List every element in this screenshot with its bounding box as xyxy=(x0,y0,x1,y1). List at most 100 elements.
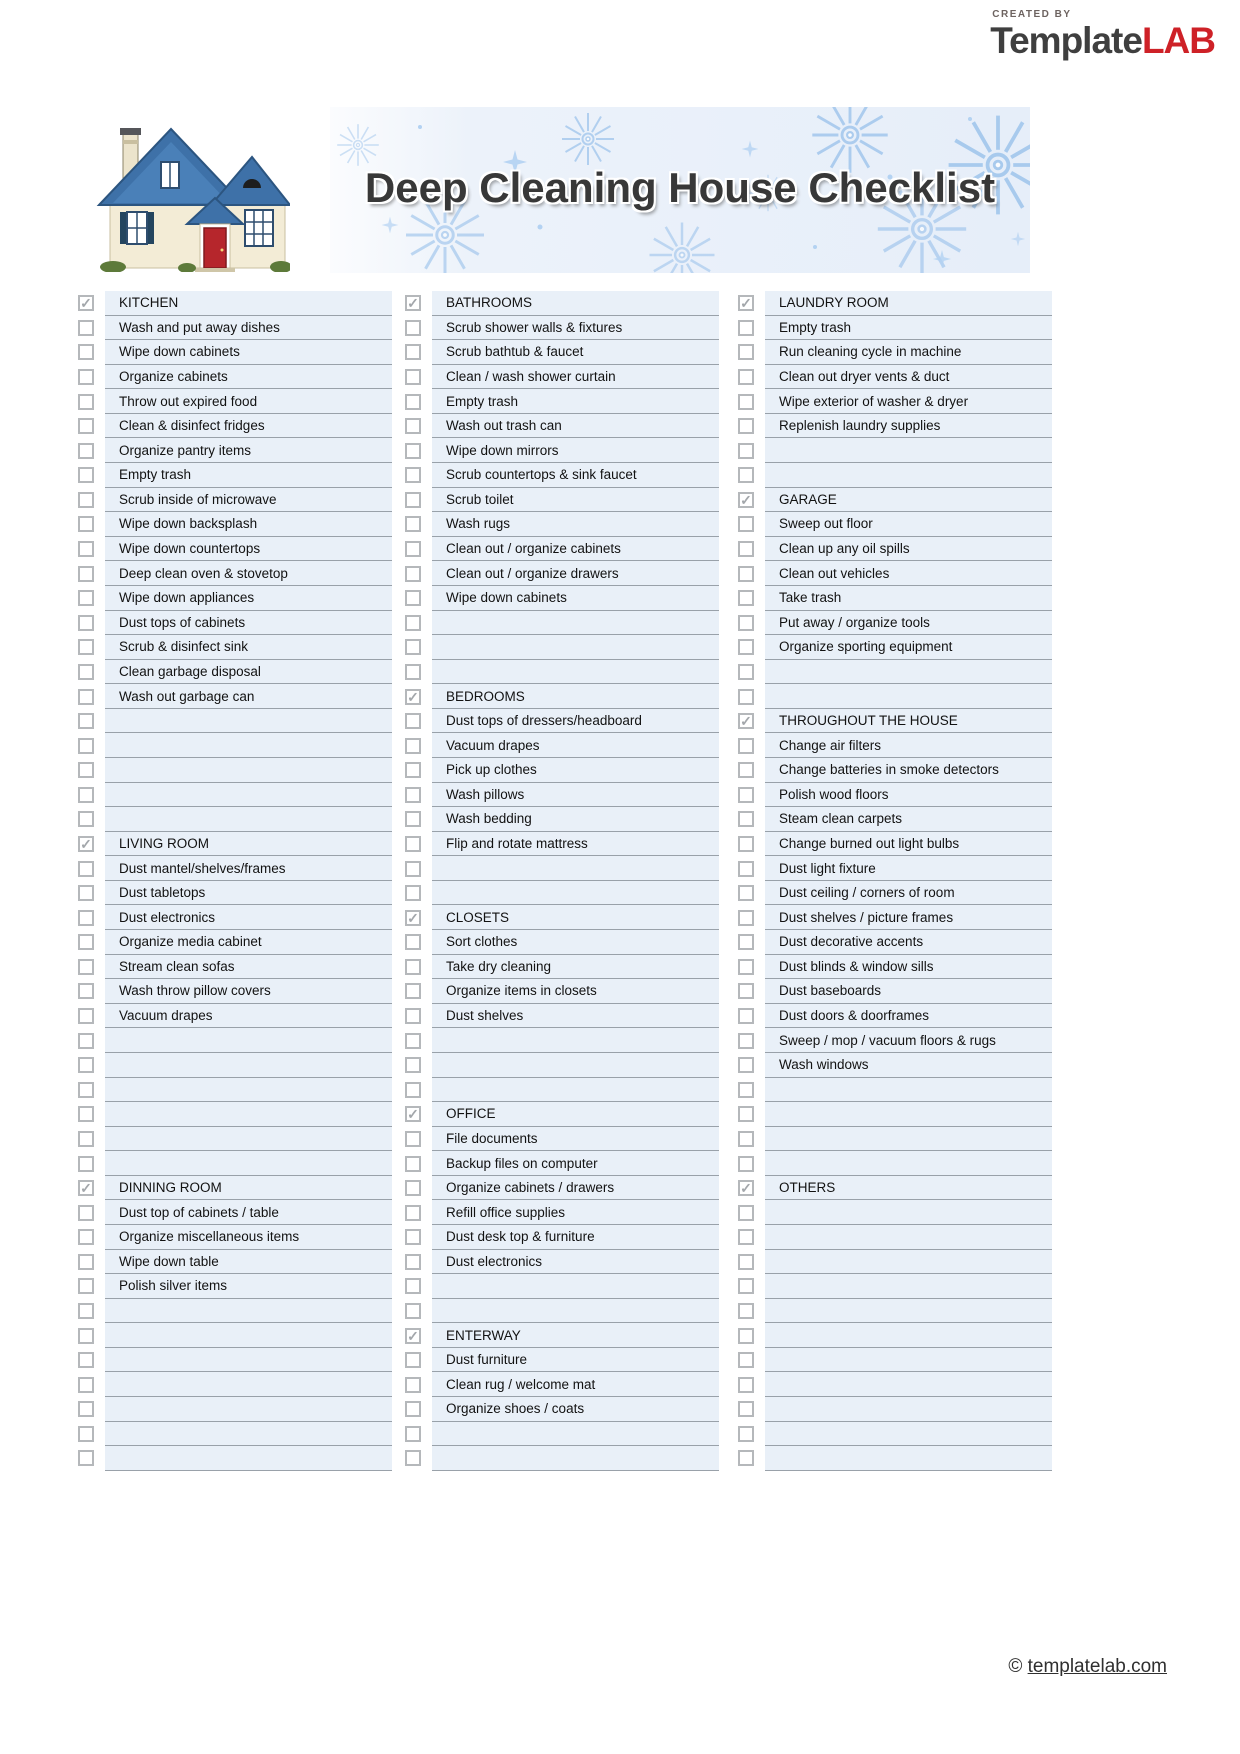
checkbox[interactable] xyxy=(738,369,754,386)
checkbox[interactable] xyxy=(738,1204,754,1221)
checkbox[interactable] xyxy=(738,1130,754,1147)
checkbox[interactable] xyxy=(738,1155,754,1172)
checkbox[interactable] xyxy=(405,1278,421,1295)
checkbox[interactable] xyxy=(78,885,94,902)
footer-site-text[interactable]: templatelab.com xyxy=(1027,1656,1167,1677)
checkbox[interactable] xyxy=(738,1425,754,1442)
checkbox[interactable] xyxy=(738,983,754,1000)
checkbox[interactable] xyxy=(78,1401,94,1418)
checkbox[interactable] xyxy=(78,1008,94,1025)
checkbox[interactable] xyxy=(78,614,94,631)
checkbox[interactable] xyxy=(738,836,754,852)
checkbox[interactable] xyxy=(738,1008,754,1025)
checkbox[interactable] xyxy=(405,663,421,680)
checkbox[interactable] xyxy=(78,663,94,680)
checkbox[interactable] xyxy=(78,442,94,459)
checkbox[interactable] xyxy=(738,393,754,410)
checkbox[interactable] xyxy=(405,836,421,852)
checkbox[interactable] xyxy=(78,319,94,336)
checkbox[interactable] xyxy=(78,1253,94,1270)
checkbox[interactable] xyxy=(78,369,94,386)
checkbox[interactable] xyxy=(78,1327,94,1344)
checkbox[interactable] xyxy=(738,516,754,533)
checkbox[interactable] xyxy=(738,737,754,754)
checkbox[interactable] xyxy=(738,1229,754,1246)
checkbox[interactable] xyxy=(405,934,421,951)
checkbox[interactable] xyxy=(78,516,94,533)
checkbox[interactable] xyxy=(78,1229,94,1246)
checkbox[interactable] xyxy=(405,786,421,803)
checkbox[interactable] xyxy=(78,958,94,975)
checkbox[interactable] xyxy=(738,1352,754,1369)
checkbox[interactable] xyxy=(405,1302,421,1319)
checkbox[interactable] xyxy=(78,1057,94,1074)
checkbox[interactable] xyxy=(78,1204,94,1221)
checkbox[interactable] xyxy=(738,1401,754,1418)
checkbox[interactable] xyxy=(405,1032,421,1049)
checkbox[interactable] xyxy=(78,909,94,926)
checkbox[interactable] xyxy=(405,1401,421,1418)
checkbox[interactable] xyxy=(405,1008,421,1025)
checkbox[interactable] xyxy=(405,1376,421,1393)
checkbox[interactable] xyxy=(78,860,94,877)
checkbox[interactable] xyxy=(738,319,754,336)
checkbox[interactable] xyxy=(78,713,94,730)
checkbox[interactable] xyxy=(738,1302,754,1319)
checkbox[interactable] xyxy=(405,885,421,902)
checked-checkbox[interactable]: ✓ xyxy=(405,1327,421,1344)
checked-checkbox[interactable]: ✓ xyxy=(738,1180,754,1197)
checked-checkbox[interactable]: ✓ xyxy=(405,1106,421,1123)
checkbox[interactable] xyxy=(738,1106,754,1123)
checkbox[interactable] xyxy=(405,762,421,779)
checkbox[interactable] xyxy=(78,786,94,803)
checkbox[interactable] xyxy=(405,860,421,877)
checked-checkbox[interactable]: ✓ xyxy=(405,295,421,312)
checkbox[interactable] xyxy=(405,1204,421,1221)
checkbox[interactable] xyxy=(738,958,754,975)
checkbox[interactable] xyxy=(738,811,754,828)
checkbox[interactable] xyxy=(405,1180,421,1197)
checkbox[interactable] xyxy=(405,1425,421,1442)
checked-checkbox[interactable]: ✓ xyxy=(738,713,754,730)
checkbox[interactable] xyxy=(405,1155,421,1172)
checked-checkbox[interactable]: ✓ xyxy=(78,1180,94,1197)
checkbox[interactable] xyxy=(78,565,94,582)
checkbox[interactable] xyxy=(78,1130,94,1147)
checkbox[interactable] xyxy=(405,1450,421,1467)
checked-checkbox[interactable]: ✓ xyxy=(738,295,754,312)
checkbox[interactable] xyxy=(405,958,421,975)
checkbox[interactable] xyxy=(738,885,754,902)
checkbox[interactable] xyxy=(738,442,754,459)
checkbox[interactable] xyxy=(738,344,754,361)
checkbox[interactable] xyxy=(78,1155,94,1172)
checkbox[interactable] xyxy=(405,565,421,582)
checkbox[interactable] xyxy=(78,541,94,558)
checkbox[interactable] xyxy=(738,688,754,705)
checkbox[interactable] xyxy=(738,1032,754,1049)
checkbox[interactable] xyxy=(405,983,421,1000)
checkbox[interactable] xyxy=(405,369,421,386)
checkbox[interactable] xyxy=(738,590,754,607)
checkbox[interactable] xyxy=(78,737,94,754)
checkbox[interactable] xyxy=(78,639,94,656)
checkbox[interactable] xyxy=(78,811,94,828)
checkbox[interactable] xyxy=(738,860,754,877)
checkbox[interactable] xyxy=(738,418,754,435)
footer-link[interactable]: © templatelab.com xyxy=(1008,1656,1167,1678)
checkbox[interactable] xyxy=(738,909,754,926)
checkbox[interactable] xyxy=(405,1229,421,1246)
checkbox[interactable] xyxy=(405,442,421,459)
checkbox[interactable] xyxy=(738,786,754,803)
checkbox[interactable] xyxy=(78,393,94,410)
checkbox[interactable] xyxy=(78,491,94,508)
checkbox[interactable] xyxy=(405,491,421,508)
checkbox[interactable] xyxy=(405,467,421,484)
checkbox[interactable] xyxy=(405,590,421,607)
checkbox[interactable] xyxy=(738,1253,754,1270)
checkbox[interactable] xyxy=(405,614,421,631)
checkbox[interactable] xyxy=(738,467,754,484)
checkbox[interactable] xyxy=(78,762,94,779)
checkbox[interactable] xyxy=(405,1352,421,1369)
checked-checkbox[interactable]: ✓ xyxy=(738,491,754,508)
checkbox[interactable] xyxy=(738,1057,754,1074)
